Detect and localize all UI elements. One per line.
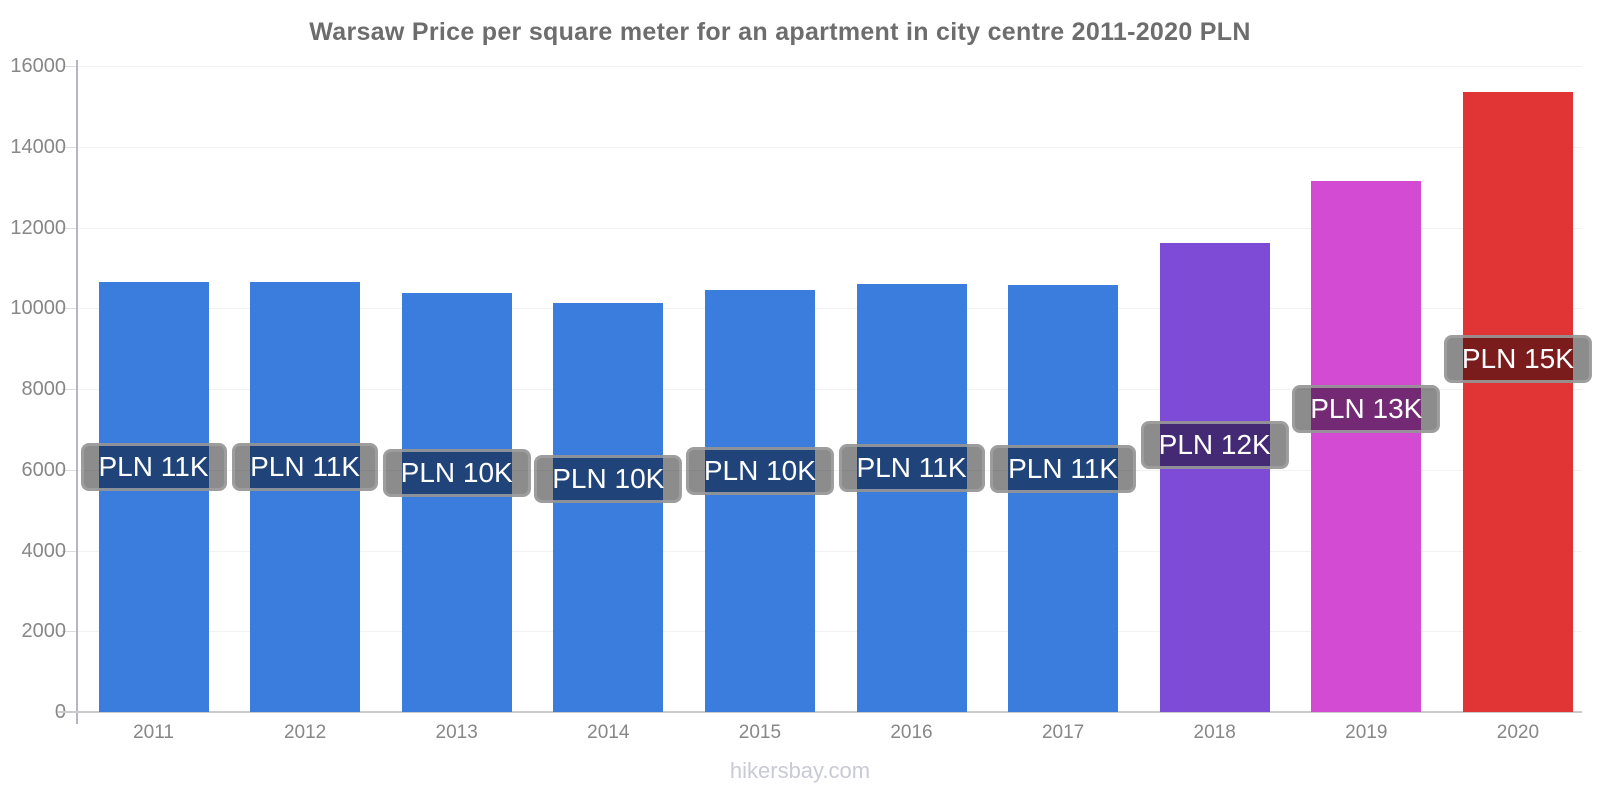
y-axis-line [76, 60, 78, 724]
bar-2017[interactable] [1008, 285, 1119, 712]
y-axis-tick [62, 228, 76, 229]
y-axis-tick [62, 551, 76, 552]
x-axis-label-2012: 2012 [283, 722, 327, 743]
bar-value-label-2015: PLN 10K [685, 447, 834, 496]
y-axis-tick-label: 16000 [10, 55, 66, 77]
y-gridline [77, 470, 1582, 471]
bar-value-label-2018: PLN 12K [1140, 420, 1289, 469]
y-axis-tick [62, 147, 76, 148]
x-axis-label-2014: 2014 [587, 722, 630, 743]
bar-value-label-2019: PLN 13K [1292, 385, 1441, 434]
bar-value-label-2017: PLN 11K [990, 444, 1137, 493]
x-axis-label-2019: 2019 [1345, 722, 1388, 743]
chart-title: Warsaw Price per square meter for an apa… [309, 18, 1251, 46]
y-gridline [77, 66, 1582, 67]
bar-value-label-2016: PLN 11K [838, 443, 985, 492]
bar-2014[interactable] [553, 303, 664, 712]
x-axis-label-2015: 2015 [738, 722, 782, 743]
bar-2020[interactable] [1462, 91, 1573, 712]
bar-value-label-2020: PLN 15K [1443, 334, 1592, 383]
bar-2018[interactable] [1159, 242, 1270, 712]
y-axis-tick [62, 66, 76, 67]
y-axis-tick-label: 10000 [10, 297, 66, 319]
bar-value-label-2012: PLN 11K [232, 442, 379, 491]
y-axis-tick-label: 0 [0, 702, 66, 722]
y-axis-tick-label: 6000 [21, 459, 67, 481]
bar-2019[interactable] [1311, 181, 1422, 712]
y-axis-tick [62, 389, 76, 390]
y-axis-tick [62, 631, 76, 632]
bar-2011[interactable] [98, 281, 209, 712]
y-gridline [77, 389, 1582, 390]
y-gridline [77, 631, 1582, 632]
y-gridline [77, 551, 1582, 552]
bar-2013[interactable] [401, 292, 512, 712]
y-axis-tick-label: 2000 [21, 620, 67, 642]
y-axis-tick-label: 12000 [10, 217, 66, 239]
x-axis-label-2018: 2018 [1193, 722, 1236, 743]
y-axis-tick [62, 308, 76, 309]
x-axis-label-2017: 2017 [1041, 722, 1085, 743]
x-axis-line [58, 711, 1582, 713]
y-axis-tick [62, 470, 76, 471]
x-axis-label-2013: 2013 [435, 722, 478, 743]
y-axis-tick-label: 4000 [21, 540, 67, 562]
x-axis-label-2011: 2011 [133, 722, 174, 743]
y-axis-tick-label: 14000 [10, 136, 66, 158]
bar-2012[interactable] [250, 282, 361, 712]
bar-value-label-2014: PLN 10K [534, 455, 683, 504]
y-gridline [77, 147, 1582, 148]
bar-2016[interactable] [856, 283, 967, 712]
bar-2015[interactable] [704, 289, 815, 712]
x-axis-label-2016: 2016 [890, 722, 933, 743]
y-gridline [77, 228, 1582, 229]
x-axis-label-2020: 2020 [1496, 722, 1540, 743]
y-axis-tick-label: 8000 [21, 378, 67, 400]
bar-value-label-2011: PLN 11K [80, 442, 227, 491]
y-gridline [77, 308, 1582, 309]
footer-watermark: hikersbay.com [729, 758, 871, 783]
bar-value-label-2013: PLN 10K [382, 449, 531, 498]
